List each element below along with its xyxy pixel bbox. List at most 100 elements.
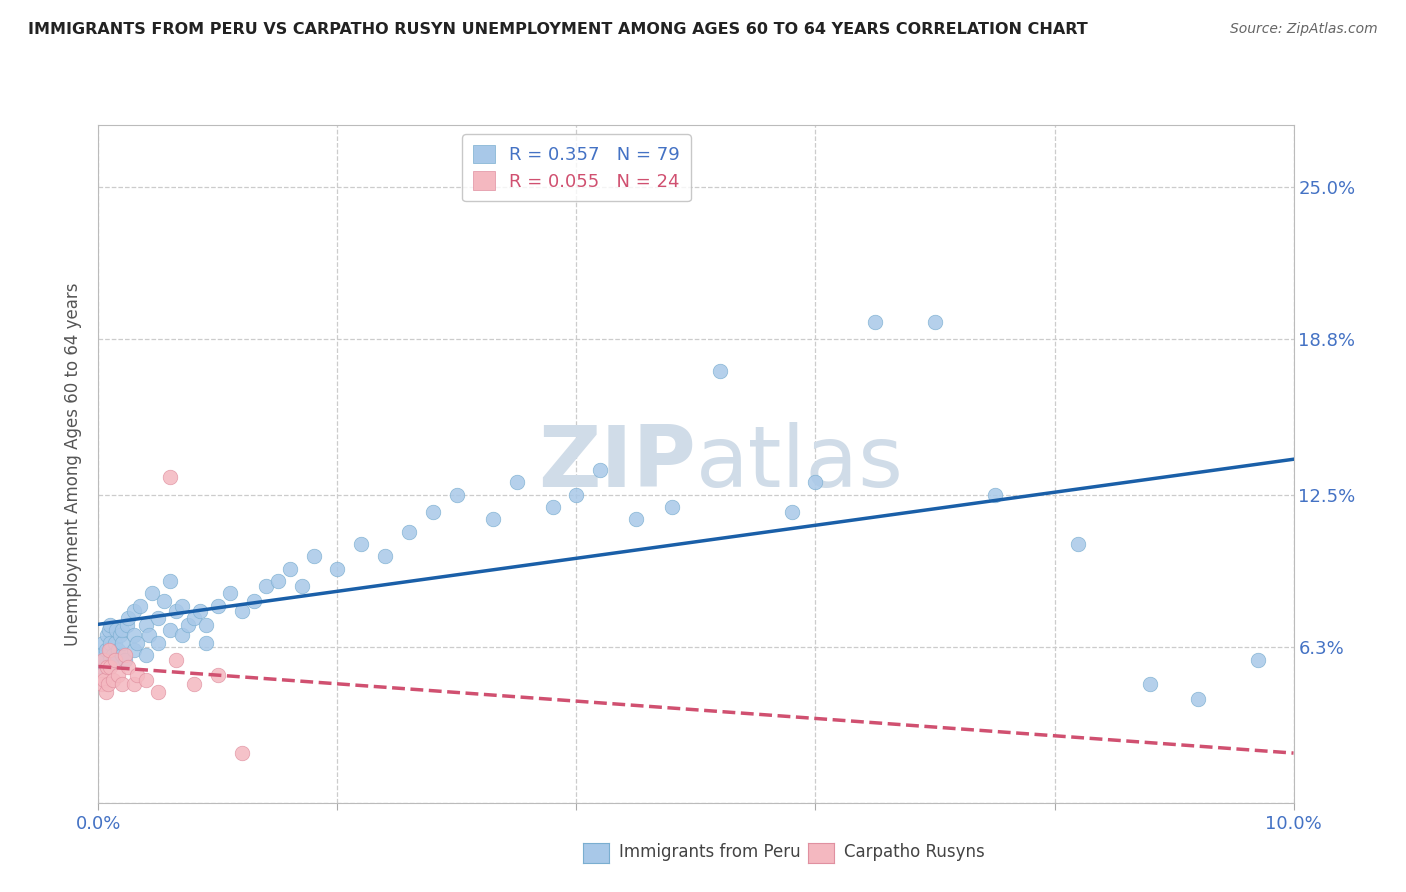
Point [709,364,731,378]
Point [125,635,148,649]
Point [125,667,148,681]
Point [124,603,146,617]
Point [231,603,253,617]
Point [506,475,529,490]
Point [124,643,146,657]
Point [90,667,112,681]
Point [159,574,181,588]
Point [104,653,127,667]
Point [135,618,157,632]
Point [207,667,229,681]
Point [188,603,211,617]
Point [267,574,290,588]
Point [98,624,121,638]
Point [153,593,176,607]
Point [97,677,120,691]
Point [141,586,163,600]
Y-axis label: Unemployment Among Ages 60 to 64 years: Unemployment Among Ages 60 to 64 years [65,282,83,646]
Point [1067,537,1090,551]
Point [243,593,266,607]
Point [148,611,170,625]
Point [207,599,229,613]
Point [91,653,114,667]
Point [446,488,468,502]
Point [780,505,803,519]
Point [398,524,420,539]
Text: Carpatho Rusyns: Carpatho Rusyns [844,843,984,861]
Text: atlas: atlas [696,422,904,506]
Point [165,603,187,617]
Point [183,611,205,625]
Point [105,624,128,638]
Point [114,648,136,662]
Point [100,635,122,649]
Point [177,618,200,632]
Point [100,643,122,657]
Point [117,611,139,625]
Point [100,660,122,674]
Point [107,667,129,681]
Point [195,635,218,649]
Point [165,653,187,667]
Point [93,673,115,687]
Point [97,660,120,674]
Point [117,660,139,674]
Point [159,470,181,484]
Point [108,628,131,642]
Point [111,648,134,662]
Point [481,512,505,526]
Point [1247,653,1270,667]
Point [1187,692,1209,706]
Point [278,561,301,575]
Point [865,315,887,329]
Point [291,579,314,593]
Point [172,599,194,613]
Point [195,618,218,632]
Point [94,643,117,657]
Point [104,635,127,649]
Point [111,635,134,649]
Point [661,500,683,514]
Point [100,618,122,632]
Point [219,586,242,600]
Point [159,624,181,638]
Point [114,653,136,667]
Point [91,660,114,674]
Point [138,628,160,642]
Point [96,660,118,674]
Point [101,673,124,687]
Point [254,579,277,593]
Text: IMMIGRANTS FROM PERU VS CARPATHO RUSYN UNEMPLOYMENT AMONG AGES 60 TO 64 YEARS CO: IMMIGRANTS FROM PERU VS CARPATHO RUSYN U… [28,22,1088,37]
Point [626,512,648,526]
Point [100,648,122,662]
Point [107,643,129,657]
Point [172,628,194,642]
Point [115,618,138,632]
Text: ZIP: ZIP [538,422,696,506]
Point [183,677,205,691]
Point [804,475,827,490]
Point [350,537,373,551]
Point [129,599,152,613]
Point [231,747,253,761]
Point [101,648,124,662]
Text: Source: ZipAtlas.com: Source: ZipAtlas.com [1230,22,1378,37]
Point [148,685,170,699]
Point [541,500,564,514]
Point [124,628,146,642]
Legend: R = 0.357   N = 79, R = 0.055   N = 24: R = 0.357 N = 79, R = 0.055 N = 24 [463,134,690,202]
Point [374,549,396,564]
Point [302,549,325,564]
Text: Immigrants from Peru: Immigrants from Peru [619,843,800,861]
Point [589,463,612,477]
Point [565,488,588,502]
Point [111,624,134,638]
Point [1139,677,1161,691]
Point [100,653,122,667]
Point [422,505,444,519]
Point [135,673,157,687]
Point [103,653,125,667]
Point [93,653,115,667]
Point [984,488,1007,502]
Point [924,315,946,329]
